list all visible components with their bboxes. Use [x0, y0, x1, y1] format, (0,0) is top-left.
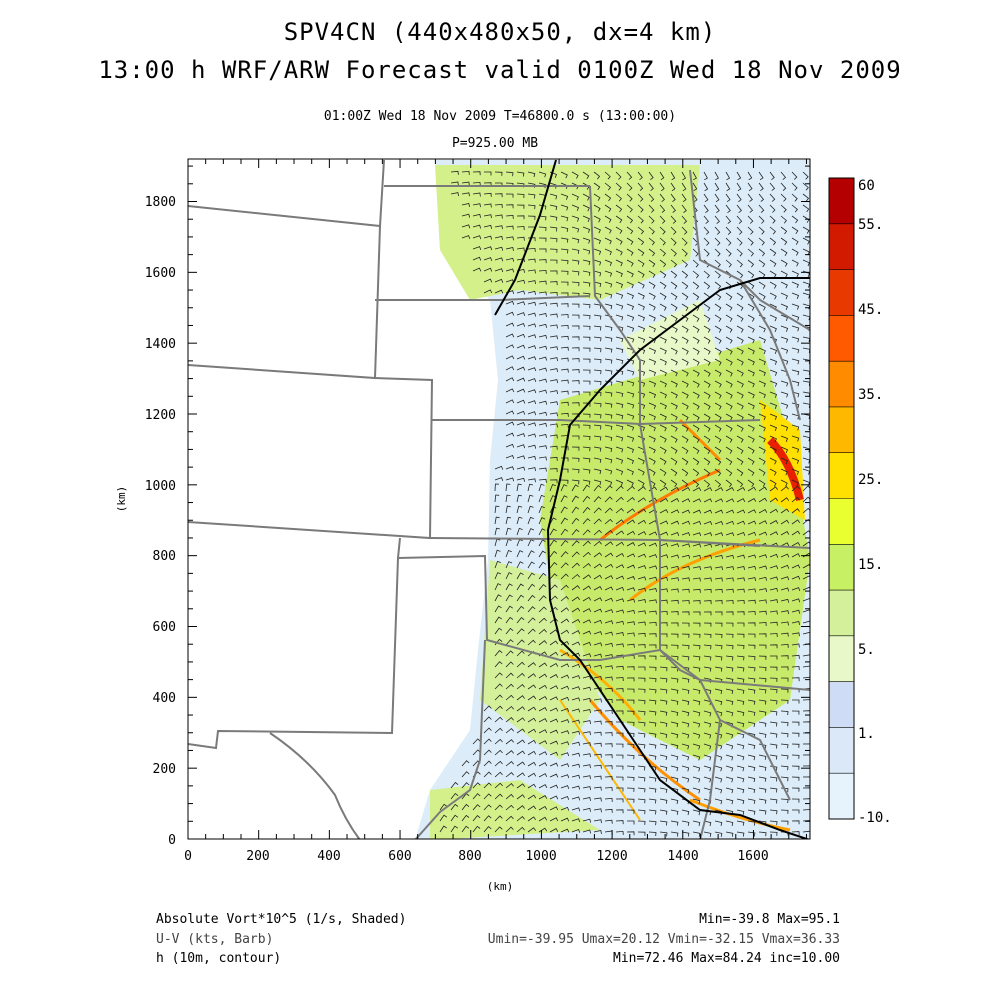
wind-barbs	[439, 170, 810, 837]
colorbar-label: 45.	[858, 302, 883, 318]
x-tick-label: 0	[184, 849, 192, 864]
colorbar-label: 35.	[858, 387, 883, 403]
wind-barb-set	[439, 170, 810, 837]
colorbar-label: 55.	[858, 217, 883, 233]
colorbar-swatch	[829, 544, 854, 591]
valid-time-line: 01:00Z Wed 18 Nov 2009 T=46800.0 s (13:0…	[323, 109, 677, 124]
vorticity-shading	[415, 160, 810, 839]
footer-var1-stats: Min=-39.8 Max=95.1	[699, 912, 840, 927]
colorbar-swatch	[829, 406, 854, 454]
x-tick-label: 800	[458, 849, 481, 864]
axis-ticks	[187, 159, 810, 840]
y-tick-label: 200	[153, 762, 176, 777]
y-tick-label: 1800	[145, 195, 176, 210]
footer-var1: Absolute Vort*10^5 (1/s, Shaded)	[156, 912, 407, 927]
colorbar-swatch	[829, 361, 854, 408]
state-boundaries	[188, 159, 810, 839]
x-tick-label: 1400	[667, 849, 698, 864]
footer-var3-stats: Min=72.46 Max=84.24 inc=10.00	[613, 951, 840, 966]
colorbar-label: 1.	[858, 726, 875, 742]
colorbar-label: 25.	[858, 472, 883, 488]
y-tick-label: 400	[153, 691, 176, 706]
x-tick-label: 1200	[596, 849, 627, 864]
country-lines	[494, 159, 810, 839]
footer-var2: U-V (kts, Barb)	[156, 932, 274, 947]
colorbar-swatch	[829, 223, 854, 271]
x-tick-label: 600	[388, 849, 411, 864]
x-axis-label: (km)	[487, 880, 514, 893]
colorbar-swatch	[829, 498, 854, 545]
y-tick-label: 1600	[145, 266, 176, 281]
colorbar-swatch	[829, 590, 854, 637]
pressure-level: P=925.00 MB	[451, 136, 539, 151]
y-tick-label: 1400	[145, 337, 176, 352]
colorbar-swatch	[829, 727, 854, 774]
colorbar-label: 5.	[858, 642, 875, 658]
y-tick-label: 1000	[145, 479, 176, 494]
footer-var3: h (10m, contour)	[156, 951, 282, 966]
colorbar-swatch	[829, 178, 854, 225]
x-tick-label: 1000	[525, 849, 556, 864]
y-axis: 0 200 400 600 800 1000 1200 1400 1600 18…	[145, 195, 176, 848]
x-tick-label: 200	[246, 849, 269, 864]
x-axis: 0 200 400 600 800 1000 1200 1400 1600	[184, 849, 769, 864]
chart-subtitle: 13:00 h WRF/ARW Forecast valid 0100Z Wed…	[98, 56, 902, 84]
colorbar: 60 55. 45. 35. 25. 15. 5. 1. -10.	[828, 177, 892, 826]
colorbar-label: 60	[858, 178, 875, 194]
colorbar-swatch	[829, 315, 854, 362]
colorbar-swatch	[829, 635, 854, 683]
colorbar-swatch	[829, 681, 854, 728]
footer-var2-stats: Umin=-39.95 Umax=20.12 Vmin=-32.15 Vmax=…	[487, 932, 840, 947]
colorbar-labels: 60 55. 45. 35. 25. 15. 5. 1. -10.	[858, 178, 892, 826]
y-tick-label: 600	[153, 620, 176, 635]
y-tick-label: 1200	[145, 408, 176, 423]
plot-frame	[187, 158, 811, 840]
colorbar-swatch	[829, 773, 854, 820]
x-tick-label: 400	[317, 849, 340, 864]
colorbar-swatch	[829, 269, 854, 316]
colorbar-swatch	[829, 452, 854, 499]
y-tick-label: 0	[168, 833, 176, 848]
colorbar-label: -10.	[858, 810, 892, 826]
chart-title: SPV4CN (440x480x50, dx=4 km)	[283, 18, 717, 46]
colorbar-label: 15.	[858, 557, 883, 573]
colorbar-frame	[828, 177, 855, 820]
x-tick-label: 1600	[737, 849, 768, 864]
y-tick-label: 800	[153, 549, 176, 564]
y-axis-label: (km)	[115, 486, 128, 513]
